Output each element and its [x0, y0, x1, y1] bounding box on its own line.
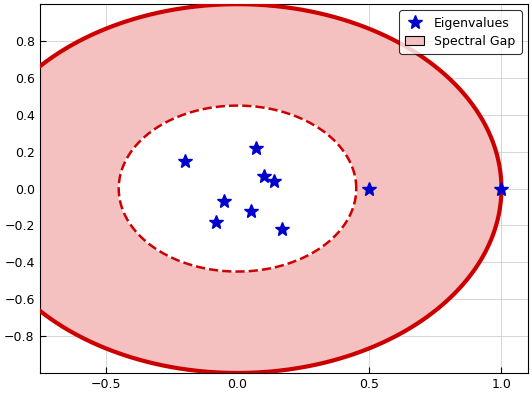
Polygon shape: [0, 4, 502, 373]
Legend: Eigenvalues, Spectral Gap: Eigenvalues, Spectral Gap: [399, 10, 521, 54]
Polygon shape: [119, 105, 356, 271]
